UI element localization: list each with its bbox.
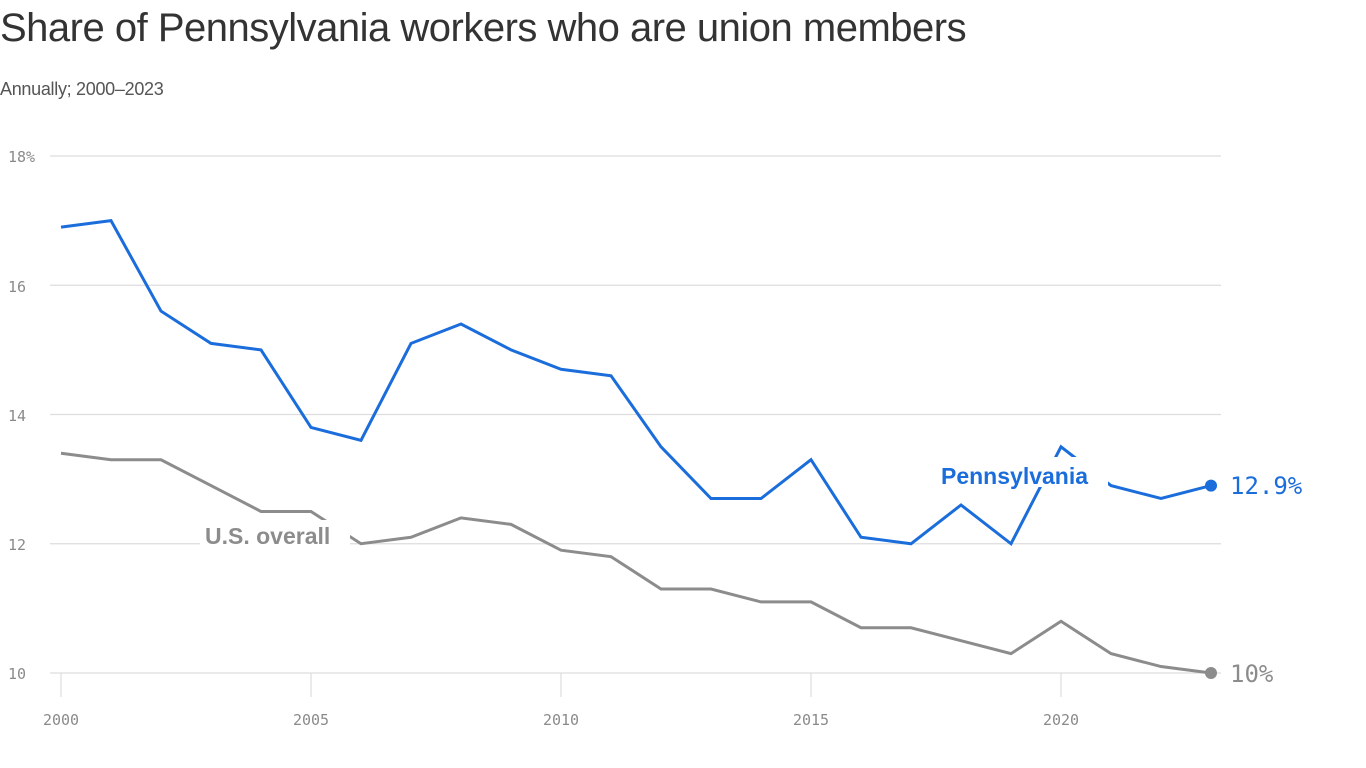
- pennsylvania-line: [60, 219, 1212, 547]
- x-tick-2015: 2015: [793, 711, 829, 729]
- y-tick-10: 10: [8, 665, 26, 683]
- us-overall-end-dot: [1205, 667, 1217, 679]
- y-tick-14: 14: [8, 407, 26, 425]
- us-overall-line: [60, 451, 1212, 675]
- pennsylvania-end-dot: [1205, 479, 1217, 492]
- y-tick-12: 12: [8, 536, 26, 554]
- us-overall-label: U.S. overall: [205, 523, 330, 549]
- pennsylvania-label: Pennsylvania: [941, 463, 1088, 489]
- annotations: U.S. overall Pennsylvania 12.9% 10%: [200, 457, 1303, 688]
- y-tick-16: 16: [8, 278, 26, 296]
- x-tick-2005: 2005: [293, 711, 329, 729]
- y-tick-18: 18%: [8, 148, 35, 166]
- chart-title: Share of Pennsylvania workers who are un…: [0, 6, 967, 50]
- pa-label-halo: [937, 457, 1108, 487]
- pennsylvania-end-value: 12.9%: [1230, 472, 1303, 500]
- us-label-halo: [200, 520, 350, 550]
- us-end-value: 10%: [1230, 660, 1274, 688]
- x-tick-2010: 2010: [543, 711, 579, 729]
- chart-subtitle: Annually; 2000–2023: [0, 79, 164, 99]
- gridlines: [50, 155, 1221, 697]
- series-lines: [60, 219, 1217, 679]
- y-axis: 18% 16 14 12 10: [8, 148, 35, 683]
- x-tick-2000: 2000: [43, 711, 79, 729]
- x-axis: 2000 2005 2010 2015 2020: [43, 711, 1079, 729]
- x-tick-2020: 2020: [1043, 711, 1079, 729]
